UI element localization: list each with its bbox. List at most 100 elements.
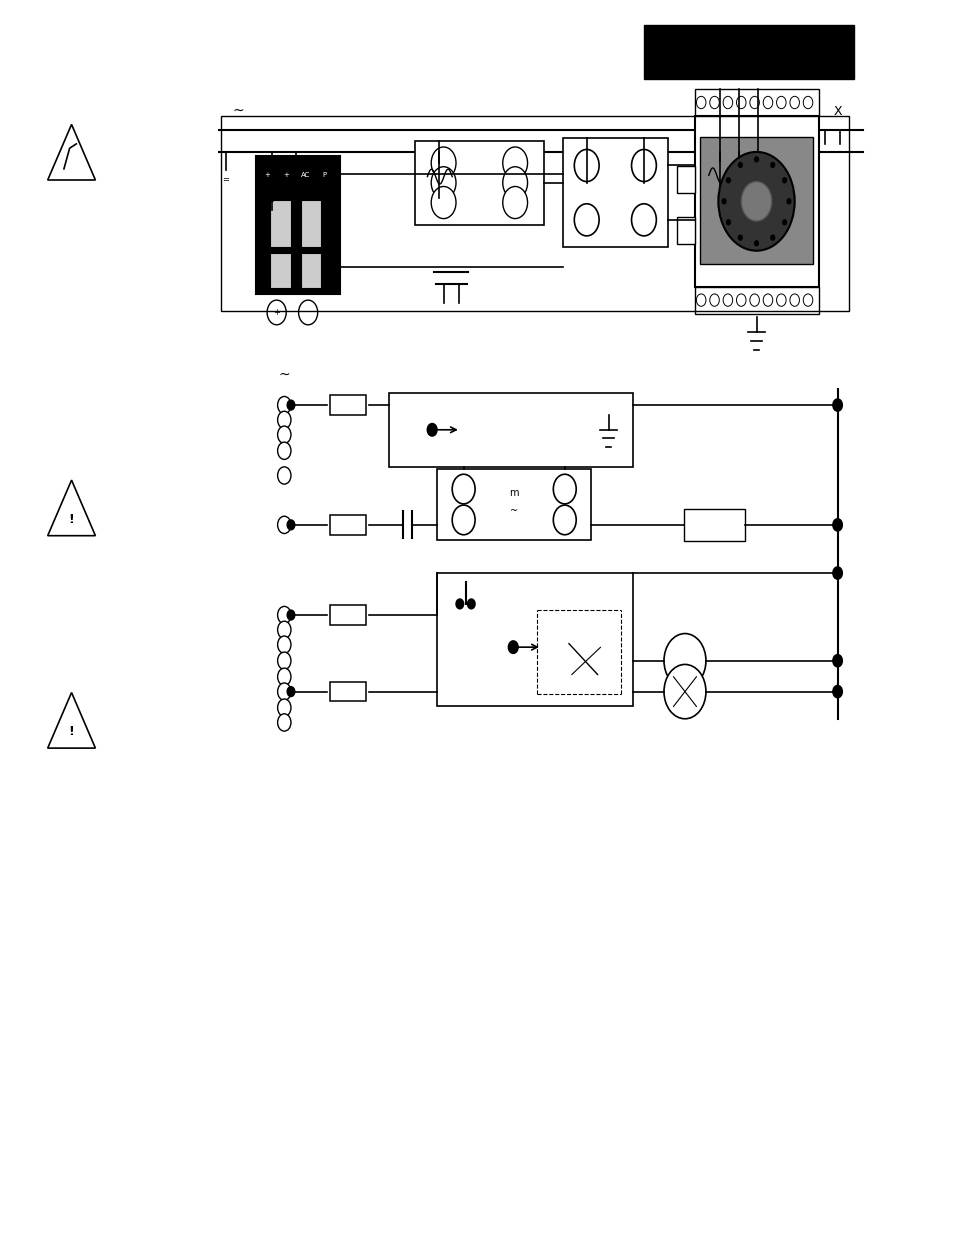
- Circle shape: [740, 182, 771, 221]
- Bar: [677, 165, 694, 193]
- Circle shape: [502, 186, 527, 219]
- Text: !: !: [69, 513, 74, 526]
- Circle shape: [267, 300, 286, 325]
- Circle shape: [431, 147, 456, 179]
- Text: P: P: [322, 173, 326, 178]
- Circle shape: [832, 567, 841, 579]
- Circle shape: [431, 186, 456, 219]
- Circle shape: [502, 167, 527, 199]
- Bar: [694, 89, 818, 116]
- Circle shape: [631, 204, 656, 236]
- Circle shape: [721, 199, 725, 204]
- Circle shape: [277, 683, 291, 700]
- Bar: [255, 156, 339, 294]
- Text: =: =: [222, 175, 230, 184]
- Bar: [330, 515, 366, 535]
- Circle shape: [277, 411, 291, 429]
- Circle shape: [832, 655, 841, 667]
- Text: !: !: [69, 725, 74, 739]
- Circle shape: [754, 241, 758, 246]
- Bar: [683, 509, 744, 541]
- Circle shape: [770, 163, 774, 168]
- Circle shape: [696, 96, 705, 109]
- Circle shape: [467, 599, 475, 609]
- Circle shape: [832, 399, 841, 411]
- Circle shape: [770, 235, 774, 240]
- Circle shape: [287, 520, 294, 530]
- Bar: [300, 253, 321, 288]
- Circle shape: [749, 294, 759, 306]
- Circle shape: [718, 152, 794, 251]
- Circle shape: [696, 294, 705, 306]
- Circle shape: [277, 699, 291, 716]
- Circle shape: [726, 220, 730, 225]
- Circle shape: [277, 714, 291, 731]
- Circle shape: [709, 294, 719, 306]
- Bar: [643, 25, 853, 79]
- Circle shape: [287, 400, 294, 410]
- Circle shape: [749, 96, 759, 109]
- Circle shape: [277, 621, 291, 638]
- Text: +: +: [264, 173, 270, 178]
- Circle shape: [802, 96, 812, 109]
- Text: ~: ~: [510, 506, 517, 516]
- Circle shape: [789, 96, 799, 109]
- Circle shape: [553, 505, 576, 535]
- Circle shape: [574, 204, 598, 236]
- Bar: [436, 573, 632, 706]
- Bar: [415, 141, 543, 225]
- Text: X: X: [832, 105, 841, 117]
- Circle shape: [508, 641, 517, 653]
- Text: +: +: [283, 173, 289, 178]
- Circle shape: [287, 687, 294, 697]
- Circle shape: [456, 599, 463, 609]
- Bar: [300, 200, 321, 247]
- Bar: [700, 137, 812, 264]
- Circle shape: [762, 294, 772, 306]
- Circle shape: [726, 178, 730, 183]
- Bar: [330, 605, 366, 625]
- Bar: [221, 116, 848, 311]
- Circle shape: [832, 519, 841, 531]
- Text: m: m: [509, 488, 518, 498]
- Circle shape: [287, 610, 294, 620]
- Circle shape: [277, 606, 291, 624]
- Circle shape: [277, 396, 291, 414]
- Circle shape: [452, 474, 475, 504]
- Bar: [436, 469, 591, 540]
- Circle shape: [277, 426, 291, 443]
- Circle shape: [832, 685, 841, 698]
- Circle shape: [786, 199, 790, 204]
- Circle shape: [781, 178, 785, 183]
- Bar: [270, 200, 291, 247]
- Circle shape: [502, 147, 527, 179]
- Circle shape: [781, 220, 785, 225]
- Circle shape: [631, 149, 656, 182]
- Bar: [330, 395, 366, 415]
- Circle shape: [452, 505, 475, 535]
- Circle shape: [427, 424, 436, 436]
- Text: AC: AC: [300, 173, 310, 178]
- Bar: [270, 253, 291, 288]
- Circle shape: [277, 636, 291, 653]
- Text: +: +: [273, 308, 280, 317]
- Circle shape: [277, 442, 291, 459]
- Bar: [389, 393, 632, 467]
- Circle shape: [277, 668, 291, 685]
- Circle shape: [762, 96, 772, 109]
- Circle shape: [298, 300, 317, 325]
- Circle shape: [736, 294, 745, 306]
- Text: ~: ~: [278, 368, 290, 382]
- Circle shape: [663, 664, 705, 719]
- Circle shape: [722, 294, 732, 306]
- Bar: [694, 287, 818, 314]
- Circle shape: [802, 294, 812, 306]
- Circle shape: [277, 516, 291, 534]
- Circle shape: [277, 652, 291, 669]
- Bar: [677, 217, 694, 245]
- Circle shape: [553, 474, 576, 504]
- Circle shape: [754, 157, 758, 162]
- Circle shape: [709, 96, 719, 109]
- Bar: [330, 682, 366, 701]
- Circle shape: [722, 96, 732, 109]
